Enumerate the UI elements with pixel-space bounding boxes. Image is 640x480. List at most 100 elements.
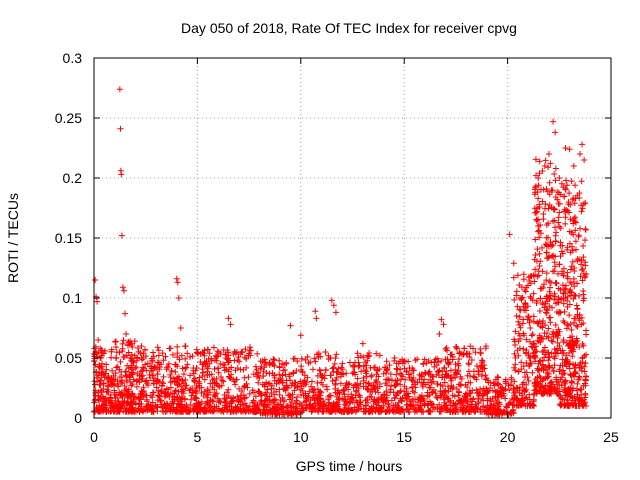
data-point	[450, 400, 457, 407]
data-point	[583, 271, 590, 277]
data-point	[287, 322, 294, 329]
data-point	[546, 388, 553, 395]
data-point	[287, 392, 294, 399]
data-point	[567, 216, 574, 223]
data-point	[309, 366, 316, 373]
data-point	[380, 402, 387, 409]
data-point	[324, 405, 331, 412]
data-point	[560, 338, 567, 345]
data-point	[552, 321, 559, 328]
data-point	[157, 388, 164, 395]
data-point	[427, 384, 434, 391]
data-point	[311, 355, 318, 362]
data-point	[420, 360, 427, 367]
data-point	[133, 378, 140, 385]
data-point	[489, 387, 496, 394]
data-point	[470, 373, 477, 380]
data-point	[203, 408, 210, 415]
data-point	[115, 398, 122, 405]
data-point	[541, 281, 548, 288]
data-point	[91, 397, 98, 404]
data-point	[246, 403, 253, 410]
data-point	[276, 364, 283, 371]
data-point	[475, 398, 482, 405]
data-point	[349, 394, 356, 401]
data-point	[263, 369, 270, 376]
data-point	[204, 363, 211, 370]
chart-title: Day 050 of 2018, Rate Of TEC Index for r…	[181, 20, 517, 36]
data-point	[489, 395, 496, 402]
data-point	[206, 403, 213, 410]
data-point	[540, 347, 547, 354]
data-point	[455, 397, 462, 404]
data-point	[252, 408, 259, 415]
data-point	[582, 200, 589, 207]
data-point	[542, 351, 549, 358]
data-point	[167, 374, 174, 381]
data-point	[515, 352, 522, 359]
data-point	[556, 200, 563, 207]
data-point	[333, 351, 340, 358]
data-point	[578, 261, 585, 268]
data-point	[576, 398, 583, 405]
data-point	[174, 407, 181, 414]
data-point	[552, 232, 559, 239]
data-point	[199, 349, 206, 356]
data-point	[527, 295, 534, 302]
data-point	[565, 342, 572, 349]
data-point	[535, 195, 542, 202]
data-point	[447, 367, 454, 374]
data-point	[493, 398, 500, 405]
data-point	[439, 374, 446, 381]
data-point	[286, 396, 293, 403]
data-point	[578, 365, 585, 372]
data-point	[314, 379, 321, 386]
data-point	[91, 407, 98, 414]
data-point	[352, 371, 359, 378]
data-point	[532, 236, 539, 243]
data-point	[276, 392, 283, 399]
data-point	[540, 210, 547, 217]
data-point	[469, 387, 476, 394]
data-point	[150, 367, 157, 374]
data-point	[329, 365, 336, 372]
data-point	[578, 267, 585, 274]
data-point	[193, 382, 200, 389]
data-point	[572, 227, 579, 234]
data-point	[204, 346, 211, 353]
data-point	[457, 382, 464, 389]
y-tick-labels: 0 0.05 0.1 0.15 0.2 0.25 0.3	[55, 50, 82, 426]
data-point	[575, 376, 582, 383]
data-point	[526, 402, 533, 409]
data-point	[543, 249, 550, 256]
data-point	[236, 358, 243, 365]
data-point	[123, 368, 130, 375]
data-point	[580, 200, 587, 207]
data-point	[553, 374, 560, 381]
data-point	[519, 396, 526, 403]
data-point	[286, 373, 293, 380]
data-point	[125, 339, 132, 346]
data-point	[547, 292, 554, 299]
data-point	[345, 393, 352, 400]
data-point	[339, 360, 346, 367]
data-point	[383, 388, 390, 395]
data-point	[550, 333, 557, 340]
data-point	[560, 370, 567, 377]
data-point	[299, 408, 306, 415]
data-point	[530, 396, 537, 403]
data-point	[232, 367, 239, 374]
data-point	[410, 374, 417, 381]
data-point	[215, 369, 222, 376]
data-point	[580, 254, 587, 261]
data-point	[260, 406, 267, 413]
data-point	[438, 316, 445, 323]
data-point	[334, 399, 341, 406]
data-point	[567, 334, 574, 341]
data-point	[345, 405, 352, 412]
data-point	[193, 395, 200, 402]
data-point	[140, 392, 147, 399]
data-point	[555, 219, 562, 226]
data-point	[102, 370, 109, 377]
data-point	[561, 386, 568, 393]
